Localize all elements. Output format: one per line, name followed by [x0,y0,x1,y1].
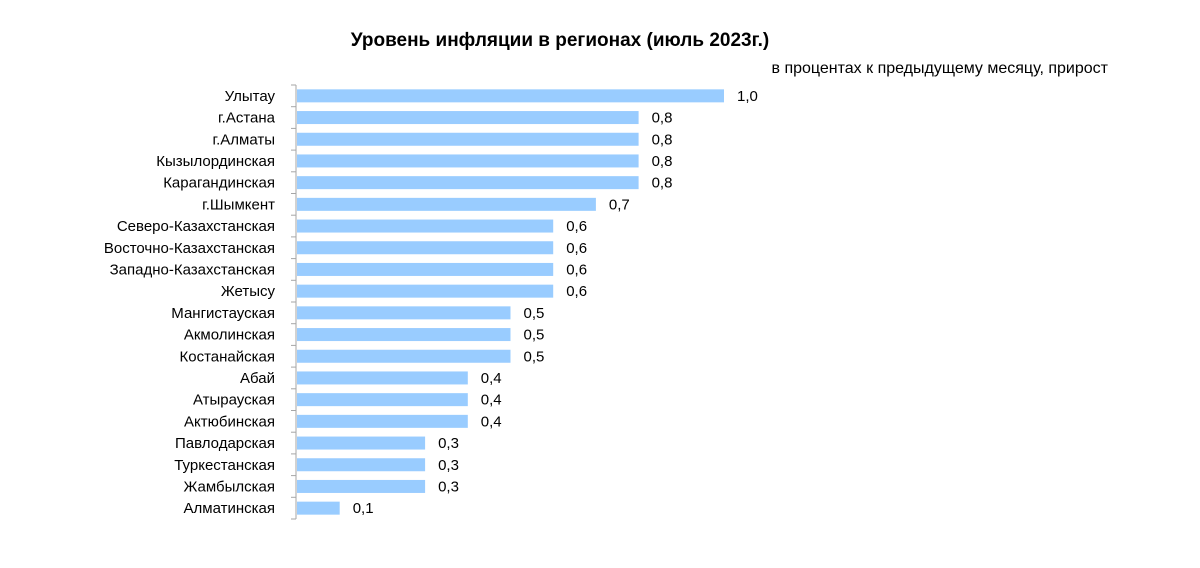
category-axis [291,85,296,519]
bar [297,415,468,428]
category-label: г.Алматы [212,131,275,148]
category-label: Жамбылская [184,478,276,495]
bar [297,133,639,146]
category-label: Улытау [225,88,276,105]
bar [297,285,553,298]
bar [297,154,639,167]
bar [297,89,724,102]
bar [297,350,511,363]
category-labels: Улытау г.Астана г.Алматы Кызылординская Кара… [104,88,276,517]
data-label: 0,7 [609,196,630,213]
data-label: 0,8 [652,175,673,192]
data-label: 0,5 [524,327,545,344]
data-label: 0,4 [481,392,502,409]
data-label: 0,4 [481,370,502,387]
bar [297,480,425,493]
category-label: г.Шымкент [202,196,275,213]
bar [297,458,425,471]
category-label: Абай [240,370,275,387]
category-label: Восточно-Казахстанская [104,240,275,257]
value-labels: 1,0 0,8 0,8 0,8 0,8 0,7 0,6 0,6 0,6 0,6 0,5 0,5 0,5 0… [353,88,758,517]
data-label: 1,0 [737,88,758,105]
category-label: Актюбинская [184,413,275,430]
data-label: 0,5 [524,348,545,365]
bar [297,393,468,406]
data-label: 0,8 [652,153,673,170]
category-label: Костанайская [180,348,276,365]
data-label: 0,6 [566,240,587,257]
bar [297,437,425,450]
bar [297,176,639,189]
bar [297,111,639,124]
data-label: 0,6 [566,283,587,300]
data-label: 0,8 [652,110,673,127]
category-label: Алматинская [184,500,275,517]
category-label: Павлодарская [175,435,275,452]
category-label: Мангистауская [171,305,275,322]
category-label: Атырауская [193,392,275,409]
data-label: 0,4 [481,413,502,430]
category-label: Жетысу [221,283,276,300]
data-label: 0,6 [566,261,587,278]
category-label: Акмолинская [184,327,275,344]
category-label: Туркестанская [174,457,275,474]
bar [297,306,511,319]
data-label: 0,1 [353,500,374,517]
data-label: 0,5 [524,305,545,322]
data-label: 0,3 [438,478,459,495]
category-label: Западно-Казахстанская [110,261,275,278]
data-label: 0,3 [438,457,459,474]
category-label: Кызылординская [156,153,275,170]
bar [297,371,468,384]
bar [297,502,340,515]
bar [297,198,596,211]
data-label: 0,8 [652,131,673,148]
category-label: г.Астана [218,110,276,127]
bar [297,241,553,254]
category-label: Северо-Казахстанская [117,218,275,235]
category-label: Карагандинская [163,175,275,192]
bar [297,263,553,276]
bar [297,220,553,233]
data-label: 0,3 [438,435,459,452]
bar [297,328,511,341]
data-label: 0,6 [566,218,587,235]
